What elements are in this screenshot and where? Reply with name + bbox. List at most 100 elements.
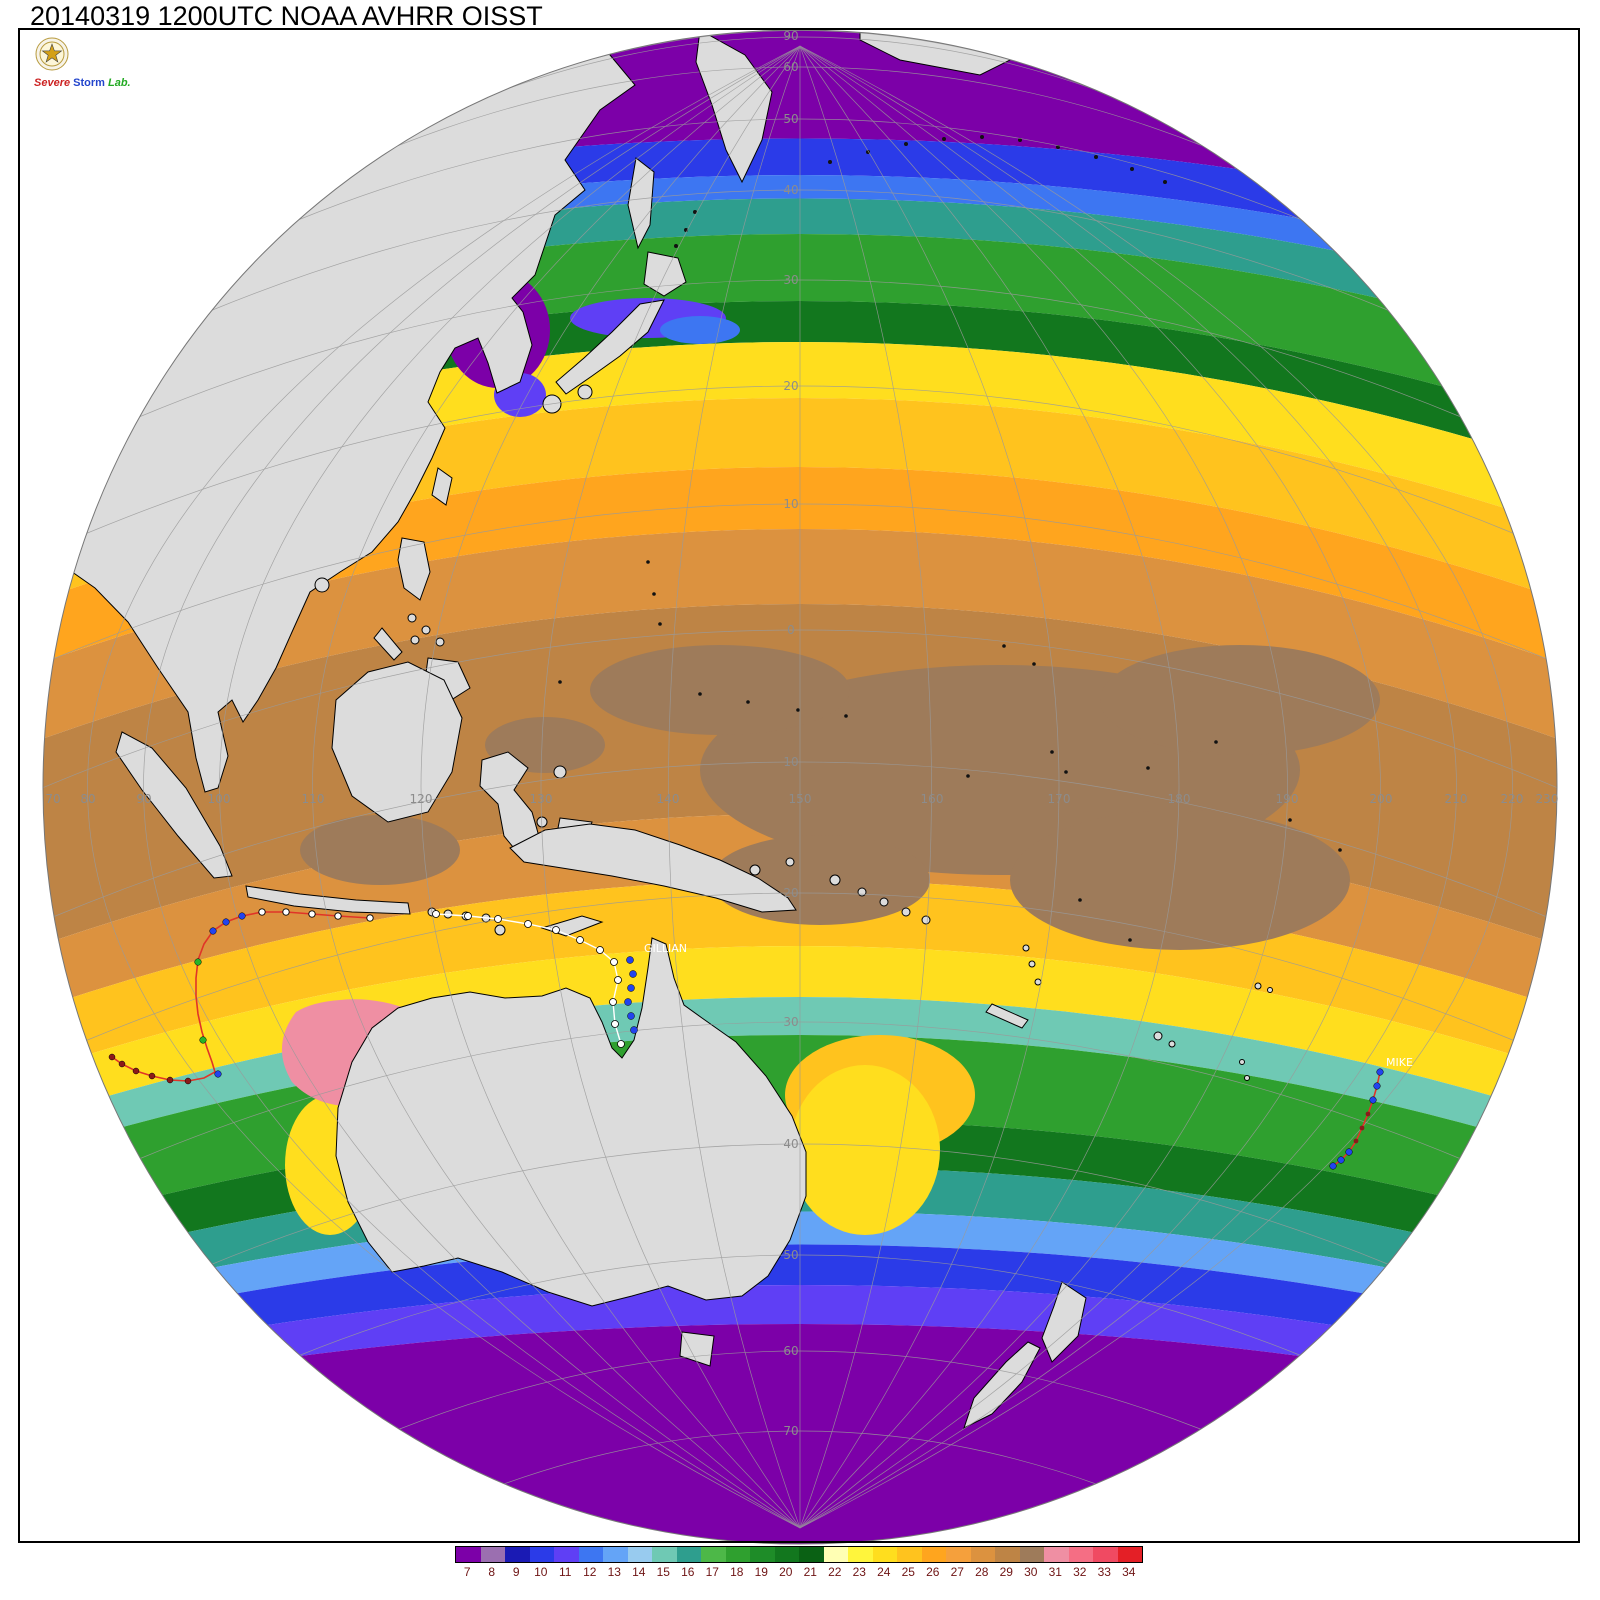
colorbar-value: 22 xyxy=(828,1565,842,1579)
band-north-ochre xyxy=(43,529,1557,762)
lat-label: 60 xyxy=(783,1344,798,1358)
land-halmahera xyxy=(553,765,567,779)
lon-label: 80 xyxy=(80,792,95,806)
lat-label: 10 xyxy=(783,755,798,769)
land-luzon xyxy=(397,537,431,601)
atoll-speck xyxy=(1214,740,1218,744)
atoll-speck xyxy=(558,680,562,684)
atoll-speck xyxy=(1288,818,1292,822)
lon-label: 180 xyxy=(1168,792,1191,806)
meridian xyxy=(312,45,801,1529)
land-new-guinea xyxy=(509,823,797,913)
colorbar-swatch-14 xyxy=(627,1547,652,1562)
land-sumba xyxy=(494,924,506,936)
lon-label: 230 xyxy=(1536,792,1559,806)
meridian xyxy=(420,45,801,1529)
colorbar-value: 24 xyxy=(877,1565,891,1579)
colorbar-value: 32 xyxy=(1073,1565,1087,1579)
land-borneo xyxy=(331,661,463,823)
west-track-fix-markers xyxy=(258,908,374,922)
land-bougainville xyxy=(829,874,841,886)
land-vanuatu xyxy=(1022,944,1030,952)
lat-label: 10 xyxy=(783,497,798,511)
colorbar-value: 25 xyxy=(901,1565,915,1579)
lon-label: 140 xyxy=(657,792,680,806)
lat-label: 70 xyxy=(783,1424,798,1438)
aleutian-islands-icon xyxy=(942,137,946,141)
meridian xyxy=(799,45,1381,1529)
lon-label: 70 xyxy=(45,792,60,806)
graticule xyxy=(43,30,1557,1529)
meridian xyxy=(540,45,801,1529)
storm-label-mike: MIKE xyxy=(1386,1056,1413,1069)
colorbar-value: 28 xyxy=(975,1565,989,1579)
atoll-speck xyxy=(1032,662,1036,666)
mike-blue-dots xyxy=(1329,1068,1384,1170)
land-shikoku xyxy=(577,384,593,400)
kuril-islands-icon xyxy=(674,244,678,248)
west-track-dark-dots xyxy=(108,1053,192,1085)
colorbar-swatch-13 xyxy=(603,1547,628,1562)
meridian xyxy=(799,45,1060,1529)
lat-label: 20 xyxy=(783,379,798,393)
atoll-speck xyxy=(1050,750,1054,754)
colorbar-value: 19 xyxy=(754,1565,768,1579)
lat-label: 50 xyxy=(783,112,798,126)
atoll-speck xyxy=(646,560,650,564)
colorbar-swatch-9 xyxy=(505,1547,530,1562)
lon-label: 220 xyxy=(1501,792,1524,806)
colorbar-swatch-20 xyxy=(774,1547,799,1562)
land-visayas xyxy=(407,613,417,623)
land-new-ireland xyxy=(785,857,795,867)
colorbar-swatch-30 xyxy=(1019,1547,1044,1562)
west-track-blue-dots xyxy=(209,912,246,1078)
colorbar-swatch-27 xyxy=(946,1547,971,1562)
lat-label: 40 xyxy=(783,1137,798,1151)
atoll-speck xyxy=(1128,938,1132,942)
colorbar-value: 20 xyxy=(779,1565,793,1579)
colorbar-value: 17 xyxy=(705,1565,719,1579)
land-solomons xyxy=(901,907,911,917)
meridian xyxy=(799,45,1180,1529)
lat-label: 60 xyxy=(783,60,798,74)
band-south-violet xyxy=(43,1285,1557,1410)
kuril-islands-icon xyxy=(693,210,697,214)
lon-label: 200 xyxy=(1370,792,1393,806)
gillian-intensity-dots xyxy=(624,956,638,1034)
colorbar-swatch-29 xyxy=(995,1547,1020,1562)
atoll-speck xyxy=(1078,898,1082,902)
meridian xyxy=(799,45,1457,1529)
colorbar-value: 18 xyxy=(730,1565,744,1579)
colorbar-swatch-31 xyxy=(1044,1547,1069,1562)
lon-label: 160 xyxy=(921,792,944,806)
meridian xyxy=(799,45,1288,1529)
storm-tracks xyxy=(108,908,1384,1170)
colorbar-swatch-18 xyxy=(725,1547,750,1562)
logo-word-storm: Storm xyxy=(73,77,105,89)
land-solomons xyxy=(921,915,931,925)
atoll-speck xyxy=(698,692,702,696)
colorbar-swatch-12 xyxy=(578,1547,603,1562)
logo-word-lab: Lab. xyxy=(108,77,131,89)
atoll-speck xyxy=(966,774,970,778)
atoll-speck xyxy=(796,708,800,712)
colorbar-value: 21 xyxy=(803,1565,817,1579)
lon-label: 120 xyxy=(410,792,433,806)
atoll-speck xyxy=(1146,766,1150,770)
lon-label: 100 xyxy=(208,792,231,806)
atoll-speck xyxy=(1064,770,1068,774)
lat-label: 0 xyxy=(787,623,795,637)
colorbar-value: 34 xyxy=(1122,1565,1136,1579)
lon-label: 90 xyxy=(136,792,151,806)
storm-labels: GILLIAN MIKE xyxy=(644,942,1413,1069)
colorbar-swatch-16 xyxy=(676,1547,701,1562)
colorbar-value: 14 xyxy=(632,1565,646,1579)
lat-label: 20 xyxy=(783,886,798,900)
lat-label: 90 xyxy=(783,29,798,43)
land-visayas xyxy=(410,635,420,645)
band-south-yellow xyxy=(43,946,1557,1136)
meridian xyxy=(87,45,801,1529)
lon-label: 210 xyxy=(1445,792,1468,806)
colorbar-swatch-32 xyxy=(1068,1547,1093,1562)
